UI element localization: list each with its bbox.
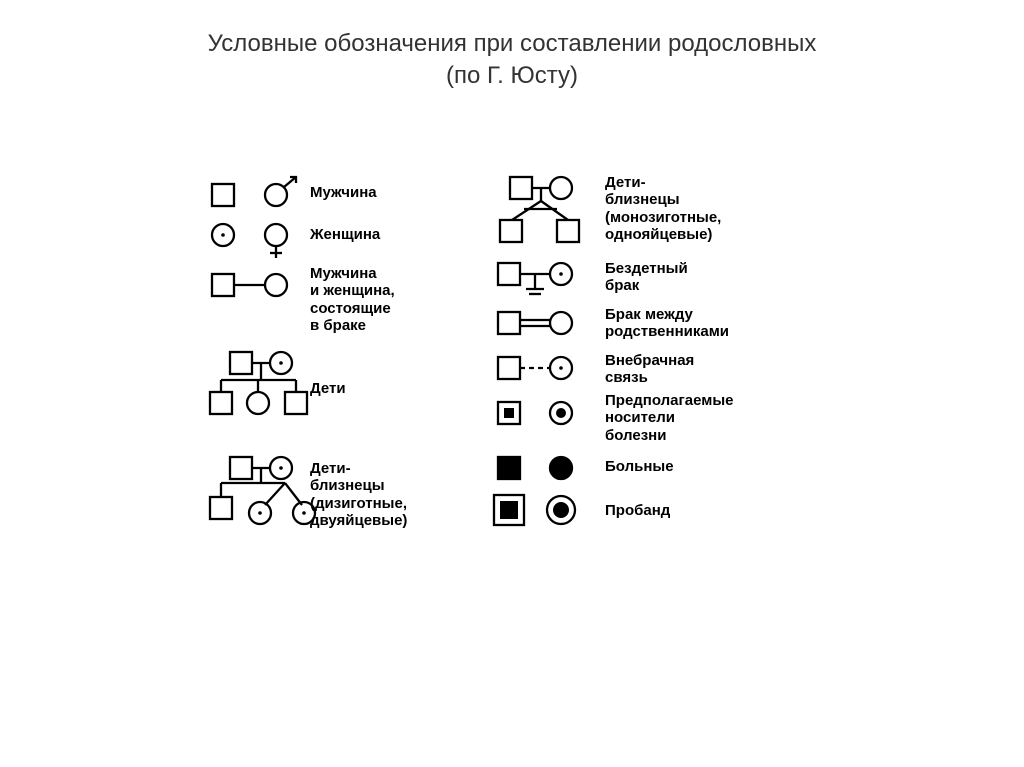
label-extramarital: Внебрачная связь <box>605 352 694 387</box>
label-marriage: Мужчина и женщина, состоящие в браке <box>310 265 395 334</box>
label-affected: Больные <box>605 458 674 475</box>
symbol-female <box>210 220 320 260</box>
symbol-monozygotic-twins <box>490 175 610 250</box>
symbol-male <box>210 180 320 210</box>
symbol-extramarital <box>490 355 610 385</box>
title-line-2: (по Г. Юсту) <box>446 62 578 89</box>
symbol-carriers <box>490 400 610 430</box>
symbol-consanguineous-marriage <box>490 310 610 340</box>
label-childless-marriage: Бездетный брак <box>605 260 688 295</box>
label-female: Женщина <box>310 226 380 243</box>
pedigree-legend-diagram: Мужчина Женщина Мужчина и женщина, состо… <box>210 170 830 660</box>
page-title: Условные обозначения при составлении род… <box>0 0 1024 93</box>
label-male: Мужчина <box>310 184 377 201</box>
label-consanguineous-marriage: Брак между родственниками <box>605 306 729 341</box>
symbol-marriage <box>210 270 320 300</box>
label-proband: Пробанд <box>605 502 670 519</box>
symbol-proband <box>490 495 610 529</box>
symbol-children <box>210 350 320 420</box>
symbol-childless-marriage <box>490 261 610 303</box>
symbol-dizygotic-twins <box>210 455 320 530</box>
label-children: Дети <box>310 380 346 397</box>
symbol-affected <box>490 455 610 485</box>
title-line-1: Условные обозначения при составлении род… <box>208 30 817 57</box>
label-dizygotic-twins: Дети- близнецы (дизиготные, двуяйцевые) <box>310 460 407 529</box>
label-monozygotic-twins: Дети- близнецы (монозиготные, однояйцевы… <box>605 174 721 243</box>
label-carriers: Предполагаемые носители болезни <box>605 392 734 444</box>
